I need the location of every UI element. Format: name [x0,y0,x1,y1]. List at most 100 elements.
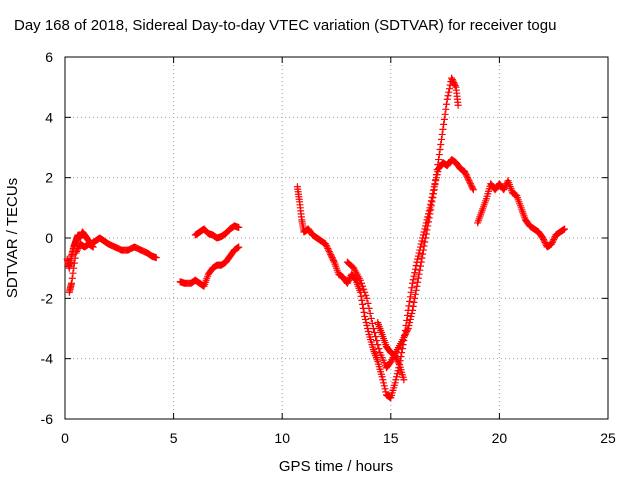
data-point-interp [406,297,414,305]
y-axis-label: SDTVAR / TECUs [4,178,21,298]
data-point-interp [73,246,81,254]
data-point-interp [430,190,438,198]
data-point-interp [366,309,374,317]
data-point [404,325,412,332]
data-point-interp [368,319,376,327]
data-point-interp [327,251,335,259]
data-point-interp [415,270,423,278]
data-point-interp [344,278,352,286]
data-point-interp [548,239,556,247]
data-point-interp [412,286,420,294]
data-point-interp [69,269,77,277]
data-point-interp [392,376,400,384]
data-point-interp [466,180,474,188]
data-point-interp [359,300,367,308]
data-point-interp [357,279,365,287]
data-point [454,101,462,109]
data-point [409,306,417,314]
data-point-interp [362,318,370,326]
data-point-interp [500,184,508,192]
data-points [63,74,569,402]
data-point-interp [410,298,418,306]
x-tick-label: 20 [492,430,508,446]
series-arc-3 [191,222,243,242]
series-arc-2 [176,243,243,290]
data-point-interp [358,296,366,304]
data-point-interp [329,255,337,263]
data-point-interp [414,278,422,286]
data-point [235,223,243,231]
data-point [400,376,408,384]
data-point [548,240,556,248]
data-point [409,279,417,287]
data-point-interp [330,257,338,265]
chart-title: Day 168 of 2018, Sidereal Day-to-day VTE… [14,17,556,34]
data-point-interp [367,314,375,322]
data-point-interp [402,329,410,337]
data-point [561,225,569,233]
y-tick-label: -2 [41,290,54,306]
data-point-interp [410,272,418,280]
data-point-interp [325,246,333,254]
data-point-interp [419,250,427,258]
data-point [378,373,386,381]
data-point-interp [380,382,388,390]
data-point-interp [442,105,450,113]
data-point-interp [464,174,472,182]
grid [65,57,608,419]
data-point-interp [393,356,401,364]
data-point-interp [411,290,419,298]
data-point-interp [463,172,471,180]
data-point-interp [424,218,432,226]
data-point-interp [322,242,330,250]
data-point-interp [360,308,368,316]
data-point [500,186,508,194]
data-point [539,234,547,242]
data-point-interp [71,254,79,262]
data-point-interp [407,312,415,320]
data-point-interp [445,88,453,96]
data-point-interp [395,359,403,367]
data-point-interp [382,388,390,396]
data-point-interp [406,293,414,301]
y-tick-label: 2 [45,170,53,186]
data-point [369,325,377,332]
data-point-interp [464,175,472,183]
data-point-interp [437,140,445,148]
data-point [443,95,451,103]
data-point-interp [441,110,449,118]
data-point-interp [357,292,365,300]
data-point-interp [405,321,413,329]
data-point-interp [363,321,371,329]
series-arc-1 [63,228,160,272]
data-point-interp [70,264,78,272]
data-point-interp [393,370,401,378]
data-point-interp [466,178,474,186]
data-point-interp [451,82,459,90]
data-point-interp [68,274,76,282]
data-point [391,379,399,387]
data-point-interp [364,328,372,336]
data-point-interp [445,85,453,93]
data-point [363,294,371,302]
x-tick-label: 25 [600,430,616,446]
y-tick-label: 6 [45,49,53,65]
data-point [235,243,243,251]
data-point [356,276,364,284]
data-point-interp [362,291,370,299]
data-point-interp [379,376,387,384]
data-point-interp [432,176,440,184]
data-point-interp [438,130,446,138]
x-axis-label: GPS time / hours [279,458,393,475]
data-point-interp [406,315,414,323]
axis-ticks: 0 5 10 15 20 25 -6 -4 -2 0 2 4 6 [41,49,616,446]
x-tick-label: 0 [61,430,69,446]
data-point-interp [345,276,353,284]
data-point-interp [436,146,444,154]
y-tick-label: -6 [41,411,54,427]
y-tick-label: 4 [45,109,53,125]
data-point [72,249,80,257]
data-point [400,334,408,342]
data-point [413,282,421,290]
data-point-interp [419,246,427,254]
